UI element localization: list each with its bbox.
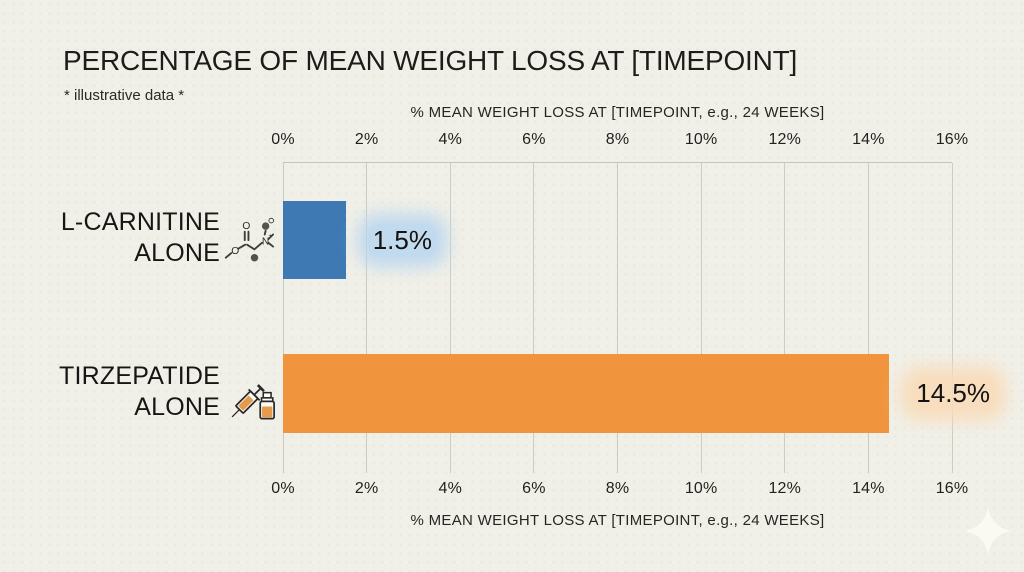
axis-tick-label: 6% (522, 131, 546, 148)
category-label-line: TIRZEPATIDE (58, 362, 220, 390)
gridlines (282, 163, 953, 473)
axis-tick-label: 14% (852, 480, 885, 497)
syringe-vial-icon (226, 369, 278, 425)
value-label-l-carnitine: 1.5% (367, 223, 437, 257)
svg-text:O: O (242, 221, 250, 232)
gridline (533, 163, 535, 473)
bar-l-carnitine (283, 201, 346, 279)
x-axis-label-bottom: % MEAN WEIGHT LOSS AT [TIMEPOINT, e.g., … (410, 512, 825, 529)
gridline (951, 163, 953, 473)
bar-row-tirzepatide: 14.5% (283, 354, 996, 433)
axis-tick-label: 14% (852, 131, 885, 148)
x-axis-ticks-bottom: 0% 2% 4% 6% 8% 10% 12% 14% 16% (271, 480, 968, 500)
bar-tirzepatide (283, 354, 890, 433)
axis-tick-label: 4% (438, 131, 463, 148)
page-title: PERCENTAGE OF MEAN WEIGHT LOSS AT [TIMEP… (63, 45, 798, 76)
svg-text:N: N (262, 237, 269, 248)
axis-tick-label: 16% (935, 480, 969, 497)
gridline (617, 163, 618, 473)
axis-tick-label: 8% (605, 131, 630, 148)
axis-tick-label: 12% (768, 480, 802, 497)
axis-tick-label: 10% (684, 131, 718, 148)
x-axis-ticks-top: 0% 2% 4% 6% 8% 10% 12% 14% 16% (271, 131, 968, 151)
axis-tick-label: 2% (354, 480, 379, 497)
gridline (867, 163, 869, 473)
gridline (449, 163, 451, 473)
svg-text:+: + (268, 233, 272, 240)
svg-text:O: O (231, 246, 239, 257)
axis-tick-label: 6% (522, 480, 546, 497)
molecule-icon: O O N + (222, 213, 274, 269)
category-label-line: ALONE (134, 239, 220, 267)
gridline (366, 163, 368, 473)
category-label-line: ALONE (134, 393, 220, 421)
x-axis-label-top: % MEAN WEIGHT LOSS AT [TIMEPOINT, e.g., … (410, 104, 825, 121)
plot-area: 1.5% 14.5% (282, 162, 996, 473)
axis-tick-label: 10% (684, 480, 718, 497)
category-label-tirzepatide: TIRZEPATIDE ALONE (0, 361, 220, 423)
gridline (700, 163, 702, 473)
gridline (784, 163, 786, 473)
value-label-tirzepatide: 14.5% (911, 377, 996, 410)
axis-tick-label: 4% (438, 480, 463, 497)
axis-tick-label: 8% (605, 480, 630, 497)
axis-tick-label: 2% (354, 131, 379, 148)
category-label-line: L-CARNITINE (60, 208, 220, 236)
axis-tick-label: 0% (271, 480, 295, 497)
axis-tick-label: 16% (935, 131, 969, 148)
category-label-l-carnitine: L-CARNITINE ALONE (0, 207, 220, 269)
bar-row-l-carnitine: 1.5% (283, 201, 952, 279)
illustrative-data-note: * illustrative data * (64, 87, 185, 104)
gridline (282, 163, 284, 473)
axis-tick-label: 12% (768, 131, 802, 148)
sparkle-logo-icon (962, 505, 1014, 557)
axis-tick-label: 0% (271, 131, 295, 148)
